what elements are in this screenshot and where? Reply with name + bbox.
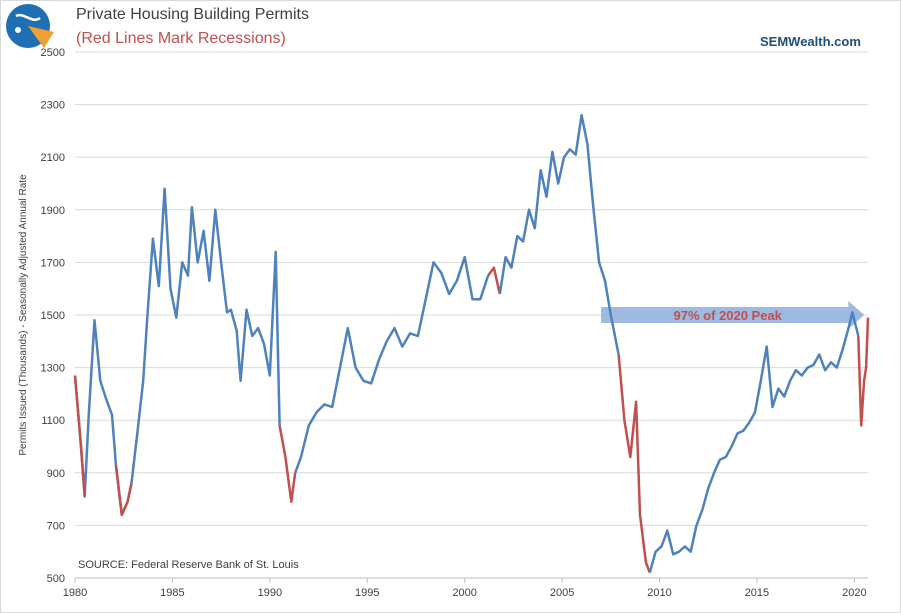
- permits-line: [130, 187, 281, 484]
- y-tick-label: 1100: [41, 415, 65, 427]
- x-tick-label: 2000: [452, 587, 476, 599]
- x-tick-label: 1980: [63, 587, 87, 599]
- permits-line: [294, 255, 490, 474]
- chart-subtitle: (Red Lines Mark Recessions): [76, 30, 286, 47]
- recession-line: [278, 425, 297, 503]
- x-tick-label: 1990: [258, 587, 282, 599]
- x-tick-label: 2005: [550, 587, 574, 599]
- source-note: SOURCE: Federal Reserve Bank of St. Loui…: [78, 559, 299, 571]
- chart-title: Private Housing Building Permits: [76, 6, 309, 23]
- recession-line: [114, 464, 133, 517]
- y-tick-label: 1700: [41, 257, 65, 269]
- x-tick-label: 1995: [355, 587, 379, 599]
- recession-line: [73, 375, 86, 497]
- x-tick-label: 2010: [647, 587, 671, 599]
- annotation-label: 97% of 2020 Peak: [674, 308, 783, 323]
- y-tick-label: 1900: [41, 205, 65, 217]
- recession-line: [857, 317, 870, 427]
- y-tick-label: 900: [47, 468, 65, 480]
- x-tick-label: 2020: [842, 587, 866, 599]
- recession-line: [617, 354, 651, 574]
- y-tick-label: 1300: [41, 363, 65, 375]
- permits-line: [498, 113, 620, 355]
- y-tick-label: 2100: [41, 152, 65, 164]
- x-tick-label: 2015: [745, 587, 769, 599]
- y-tick-label: 1500: [41, 310, 65, 322]
- permits-line: [648, 311, 860, 574]
- brand-link[interactable]: SEMWealth.com: [760, 34, 861, 49]
- y-tick-label: 2500: [41, 47, 65, 59]
- sem-compass-logo-icon: [6, 4, 54, 48]
- recession-line: [487, 266, 502, 295]
- y-tick-label: 700: [47, 520, 65, 532]
- y-axis-label: Permits Issued (Thousands) - Seasonally …: [18, 174, 29, 456]
- y-tick-label: 2300: [41, 100, 65, 112]
- y-tick-label: 500: [47, 573, 65, 585]
- x-tick-label: 1985: [160, 587, 184, 599]
- annotation-arrow: [601, 301, 865, 329]
